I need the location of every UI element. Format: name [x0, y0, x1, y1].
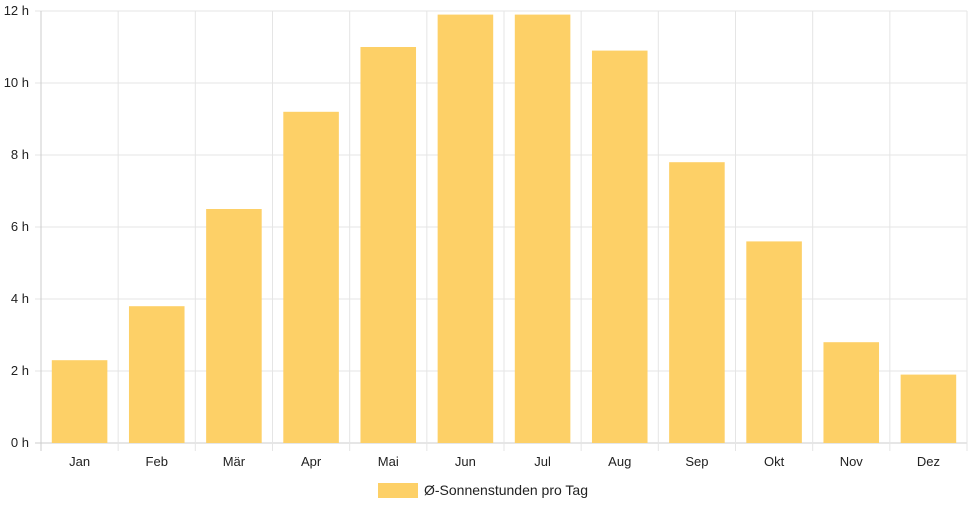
y-axis: 0 h 2 h 4 h 6 h 8 h 10 h 12 h: [4, 3, 29, 450]
x-tick-label: Dez: [917, 454, 940, 469]
bar[interactable]: [900, 374, 957, 443]
x-tick-label: Apr: [301, 454, 322, 469]
grid-lines: [35, 10, 968, 451]
y-tick-label: 4 h: [11, 291, 29, 306]
bar[interactable]: [823, 342, 880, 443]
x-tick-label: Jan: [69, 454, 90, 469]
legend[interactable]: Ø-Sonnenstunden pro Tag: [378, 482, 588, 498]
bar[interactable]: [360, 47, 417, 443]
y-tick-label: 12 h: [4, 3, 29, 18]
bar[interactable]: [437, 14, 494, 443]
bars: [51, 14, 957, 444]
bar[interactable]: [206, 209, 262, 443]
x-tick-label: Nov: [840, 454, 864, 469]
x-axis: Jan Feb Mär Apr Mai Jun Jul Aug Sep Okt Nov Dez: [69, 454, 940, 469]
bar[interactable]: [128, 306, 185, 443]
bar[interactable]: [514, 14, 571, 443]
x-tick-label: Mai: [378, 454, 399, 469]
x-tick-label: Mär: [223, 454, 246, 469]
y-tick-label: 2 h: [11, 363, 29, 378]
y-tick-label: 8 h: [11, 147, 29, 162]
x-tick-label: Aug: [608, 454, 631, 469]
y-tick-label: 0 h: [11, 435, 29, 450]
x-tick-label: Jun: [455, 454, 476, 469]
bar[interactable]: [51, 360, 108, 443]
legend-swatch[interactable]: [378, 483, 418, 498]
bar[interactable]: [283, 111, 339, 444]
x-tick-label: Okt: [764, 454, 785, 469]
legend-label[interactable]: Ø-Sonnenstunden pro Tag: [424, 482, 588, 498]
bar[interactable]: [746, 241, 802, 443]
y-tick-label: 6 h: [11, 219, 29, 234]
bar[interactable]: [669, 162, 725, 443]
bar[interactable]: [591, 50, 648, 443]
x-tick-label: Sep: [685, 454, 708, 469]
y-tick-label: 10 h: [4, 75, 29, 90]
x-tick-label: Feb: [146, 454, 168, 469]
x-tick-label: Jul: [534, 454, 551, 469]
